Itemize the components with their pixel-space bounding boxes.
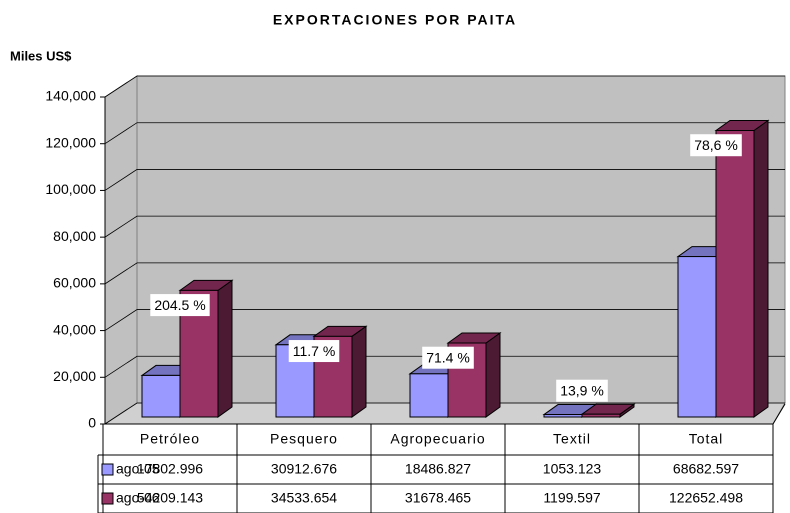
annotation-text: 78,6 % <box>694 137 738 153</box>
bar <box>677 256 717 418</box>
grid-line <box>104 169 785 191</box>
y-axis-label: Miles US$ <box>10 48 72 63</box>
y-tick-label: 20,000 <box>53 368 96 384</box>
y-tick-label: 0 <box>88 415 96 431</box>
legend-swatch <box>101 492 114 505</box>
grid-line <box>104 215 785 238</box>
bar-side <box>351 325 367 418</box>
y-tick-label: 100,000 <box>45 181 96 197</box>
grid-line <box>104 402 785 425</box>
annotation: 204.5 % <box>150 294 210 317</box>
annotation-box <box>288 340 340 363</box>
bar <box>141 374 181 418</box>
bar-3d <box>312 325 368 418</box>
table-value: 1199.597 <box>543 490 601 506</box>
annotation: 71.4 % <box>422 346 474 369</box>
bar <box>581 413 621 418</box>
annotation-text: 204.5 % <box>154 297 205 313</box>
grid-line <box>104 355 785 378</box>
legend-label: ago-05 <box>116 461 160 477</box>
legend-label: ago-06 <box>116 490 160 506</box>
x-tick-label: Agropecuario <box>390 431 485 447</box>
annotation: 78,6 % <box>690 134 742 157</box>
grid-line <box>104 75 785 98</box>
y-tick-label: 80,000 <box>53 228 96 244</box>
table-value: 34533.654 <box>271 490 337 506</box>
bar <box>715 130 755 418</box>
table-value: 122652.498 <box>669 490 743 506</box>
y-tick-label: 140,000 <box>45 88 96 104</box>
x-tick-label: Pesquero <box>270 431 338 447</box>
grid-line <box>104 262 785 285</box>
x-tick-label: Total <box>689 431 724 447</box>
bar-3d <box>446 332 502 418</box>
grid-line <box>104 122 785 145</box>
bar <box>543 414 583 418</box>
table-value: 68682.597 <box>673 461 739 477</box>
annotation: 13,9 % <box>556 379 608 402</box>
y-tick-label: 60,000 <box>53 275 96 291</box>
table-value: 17802.996 <box>137 461 203 477</box>
y-tick-label: 40,000 <box>53 321 96 337</box>
x-tick-label: Petróleo <box>140 431 200 447</box>
annotation-box <box>556 379 608 402</box>
y-tick-label: 120,000 <box>45 134 96 150</box>
grid-line <box>104 309 785 331</box>
bar-3d <box>580 403 636 418</box>
annotation-box <box>690 134 742 157</box>
bar-3d <box>714 119 770 418</box>
bar-side <box>485 332 501 418</box>
annotation-text: 11.7 % <box>293 343 336 359</box>
table-value: 30912.676 <box>271 461 337 477</box>
annotation: 11.7 % <box>288 340 340 363</box>
bar-side <box>217 279 233 418</box>
table-line <box>772 403 786 425</box>
side-wall <box>104 75 138 425</box>
table-value: 54209.143 <box>137 490 203 506</box>
annotation-box <box>150 294 210 317</box>
table-value: 31678.465 <box>405 490 471 506</box>
x-tick-label: Textil <box>553 431 591 447</box>
annotation-box <box>422 346 474 369</box>
annotation-text: 13,9 % <box>560 383 604 399</box>
table-value: 1053.123 <box>543 461 602 477</box>
legend-swatch <box>101 463 114 476</box>
bar <box>409 373 449 418</box>
table-value: 18486.827 <box>405 461 471 477</box>
bar-side <box>753 119 769 418</box>
chart-title: EXPORTACIONES POR PAITA <box>273 12 517 28</box>
annotation-text: 71.4 % <box>426 350 470 366</box>
